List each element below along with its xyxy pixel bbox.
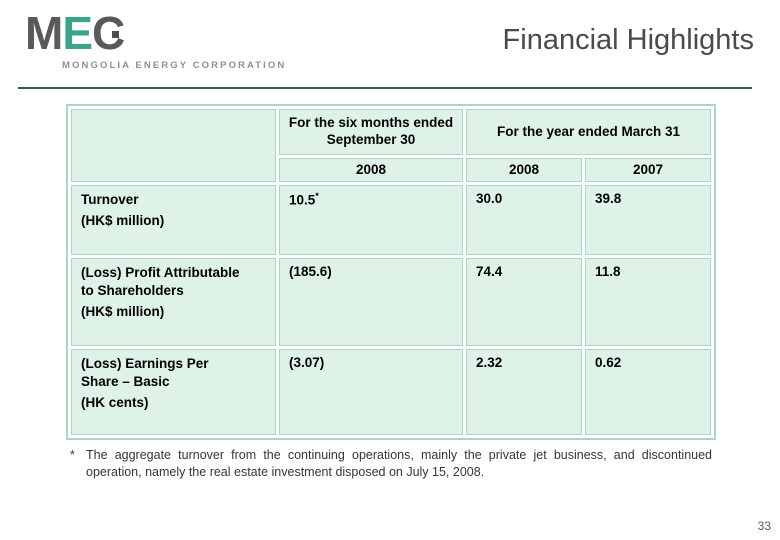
footnote-reference: * [315, 191, 319, 201]
footnote-text: The aggregate turnover from the continui… [86, 448, 712, 479]
logo-tagline: MONGOLIA ENERGY CORPORATION [62, 60, 287, 71]
cell-eps-six-months: (3.07) [279, 349, 463, 435]
table-row-turnover: Turnover (HK$ million) 10.5* 30.0 39.8 [71, 185, 711, 255]
year-header-six-months-2008: 2008 [279, 158, 463, 182]
row-label-loss-profit: (Loss) Profit Attributable to Shareholde… [71, 258, 276, 346]
logo-square-dot-icon [112, 31, 119, 38]
cell-turnover-2007: 39.8 [585, 185, 711, 255]
header-divider [18, 87, 752, 89]
cell-turnover-2008: 30.0 [466, 185, 582, 255]
table-corner-cell [71, 109, 276, 182]
cell-loss-profit-six-months: (185.6) [279, 258, 463, 346]
footnote: * The aggregate turnover from the contin… [70, 447, 712, 481]
page-title: Financial Highlights [502, 24, 754, 56]
financial-highlights-table: For the six months ended September 30 Fo… [66, 104, 716, 440]
col-header-year-ended: For the year ended March 31 [466, 109, 711, 155]
cell-eps-2008: 2.32 [466, 349, 582, 435]
row-label-eps: (Loss) Earnings Per Share – Basic (HK ce… [71, 349, 276, 435]
cell-eps-2007: 0.62 [585, 349, 711, 435]
page-number: 33 [757, 519, 771, 533]
footnote-marker: * [70, 448, 75, 462]
row-label-turnover: Turnover (HK$ million) [71, 185, 276, 255]
row-unit: (HK cents) [81, 395, 149, 411]
year-header-2008: 2008 [466, 158, 582, 182]
row-unit: (HK$ million) [81, 213, 165, 229]
year-header-2007: 2007 [585, 158, 711, 182]
row-unit: (HK$ million) [81, 304, 165, 320]
table-row-eps: (Loss) Earnings Per Share – Basic (HK ce… [71, 349, 711, 435]
logo-letter-e: E [62, 7, 93, 59]
cell-turnover-six-months: 10.5* [279, 185, 463, 255]
logo-letter-c: C [92, 7, 125, 59]
mec-logo: MEC [25, 7, 125, 59]
table-row-loss-profit: (Loss) Profit Attributable to Shareholde… [71, 258, 711, 346]
cell-loss-profit-2007: 11.8 [585, 258, 711, 346]
cell-loss-profit-2008: 74.4 [466, 258, 582, 346]
logo-wordmark: MEC [25, 7, 125, 59]
logo-letter-m: M [25, 7, 63, 59]
col-header-six-months: For the six months ended September 30 [279, 109, 463, 155]
